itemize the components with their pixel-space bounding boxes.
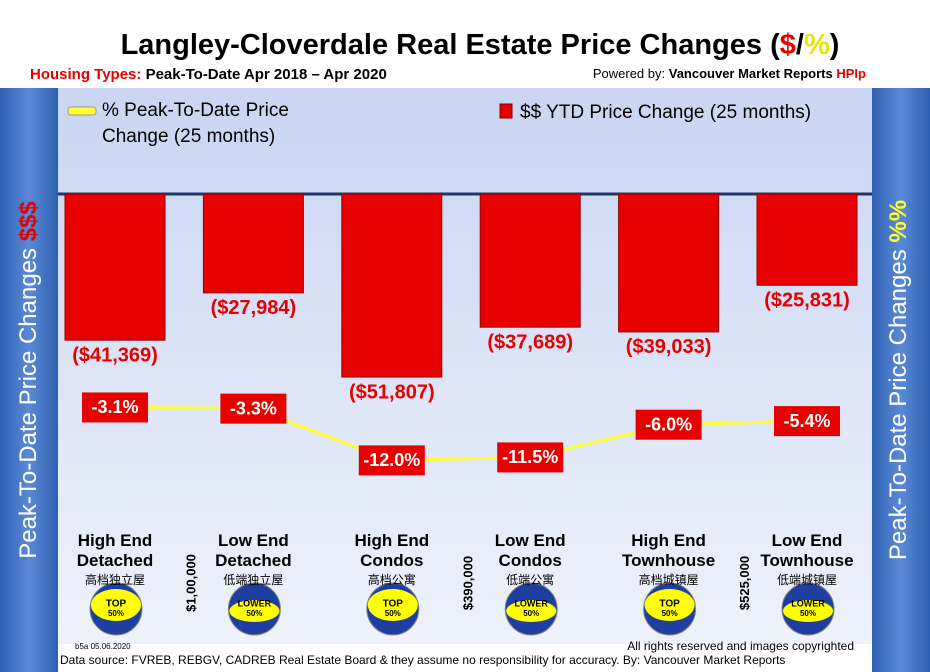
right-axis-label: Peak-To-Date Price Changes %% — [885, 200, 912, 560]
line-value-label: -3.1% — [91, 397, 138, 417]
badge-text: TOP — [383, 599, 404, 610]
legend-line-box: % Peak-To-Date Price Change (25 months) — [102, 100, 289, 147]
line-point-box — [774, 406, 840, 437]
legend-line-marker — [67, 106, 97, 116]
category-label: High End Condos — [354, 531, 430, 570]
threshold-label: $525,000 — [737, 556, 752, 610]
chart-title: Langley-Cloverdale Real Estate Price Cha… — [121, 29, 840, 61]
left-panel — [0, 88, 58, 672]
copyright: All rights reserved and images copyright… — [627, 639, 854, 653]
legend-bar-marker — [499, 103, 513, 119]
legend-line-label: % Peak-To-Date Price Change (25 months) — [102, 100, 289, 147]
line-value-label: -11.5% — [502, 447, 558, 467]
category-label-cn: 低端公寓 — [506, 573, 555, 587]
bar-value-label: ($51,807) — [349, 381, 435, 403]
line-point-box — [220, 393, 287, 424]
bar-value-label: ($27,984) — [211, 297, 297, 319]
bar — [756, 193, 858, 286]
plot-background — [58, 88, 872, 644]
badge-text: 50% — [662, 609, 678, 618]
footer-code: b5a 05.06.2020 — [75, 642, 131, 651]
bar — [64, 193, 166, 341]
badge-text: 50% — [108, 609, 124, 618]
line-value-label: -12.0% — [363, 450, 420, 470]
category-label-cn: 低端城镇屋 — [776, 573, 837, 587]
category-label: Low End Condos — [494, 531, 566, 570]
category-label-cn: 低端独立屋 — [223, 573, 284, 587]
badge-text: LOWER — [238, 598, 272, 608]
bar — [479, 193, 581, 328]
category-label: High End Detached — [76, 531, 154, 570]
category-label: Low End Townhouse — [760, 531, 854, 570]
category-label-cn: 高档城镇屋 — [638, 573, 699, 587]
category-label-cn: 高档独立屋 — [84, 573, 145, 587]
line-point-box — [82, 392, 148, 423]
bar-value-label: ($39,033) — [626, 336, 712, 358]
line-point-box — [635, 409, 702, 440]
badge-text: LOWER — [791, 598, 825, 608]
threshold-label: $390,000 — [460, 556, 475, 610]
source: Data source: FVREB, REBGV, CADREB Real E… — [60, 653, 785, 667]
bar — [341, 193, 443, 378]
badge-band — [783, 600, 833, 622]
line-point-box — [358, 445, 425, 476]
badge-text: TOP — [106, 599, 127, 610]
left-axis-label: Peak-To-Date Price Changes $$$ — [15, 201, 42, 559]
bar-value-label: ($41,369) — [72, 344, 158, 366]
badge-text: TOP — [659, 599, 680, 610]
badge-text: 50% — [246, 609, 262, 618]
bar-value-label: ($37,689) — [487, 331, 573, 353]
line-point-box — [497, 442, 564, 473]
category-label: High End Townhouse — [622, 531, 716, 570]
threshold-label: $1,00,000 — [184, 554, 199, 612]
bar-value-label: ($25,831) — [764, 290, 850, 312]
powered-by: Powered by: Vancouver Market Reports HPI… — [593, 66, 866, 81]
category-label: Low End Detached — [215, 531, 292, 570]
badge-text: 50% — [523, 609, 539, 618]
category-label-cn: 高档公寓 — [367, 573, 416, 587]
bar — [618, 193, 720, 333]
badge-text: 50% — [800, 609, 816, 618]
line-value-label: -5.4% — [783, 411, 830, 431]
badge-band — [644, 589, 695, 621]
right-panel — [872, 88, 930, 672]
badge-text: LOWER — [514, 598, 548, 608]
legend-bar-label: $$ YTD Price Change (25 months) — [520, 102, 811, 123]
badge-text: 50% — [385, 609, 401, 618]
bar — [202, 193, 304, 294]
badge-band — [506, 600, 557, 622]
badge-band — [367, 589, 418, 621]
badge-band — [229, 600, 280, 622]
badge-band — [91, 589, 141, 621]
subtitle: Housing Types: Peak-To-Date Apr 2018 – A… — [30, 66, 387, 83]
line-value-label: -3.3% — [230, 398, 277, 418]
line-value-label: -6.0% — [645, 414, 692, 434]
